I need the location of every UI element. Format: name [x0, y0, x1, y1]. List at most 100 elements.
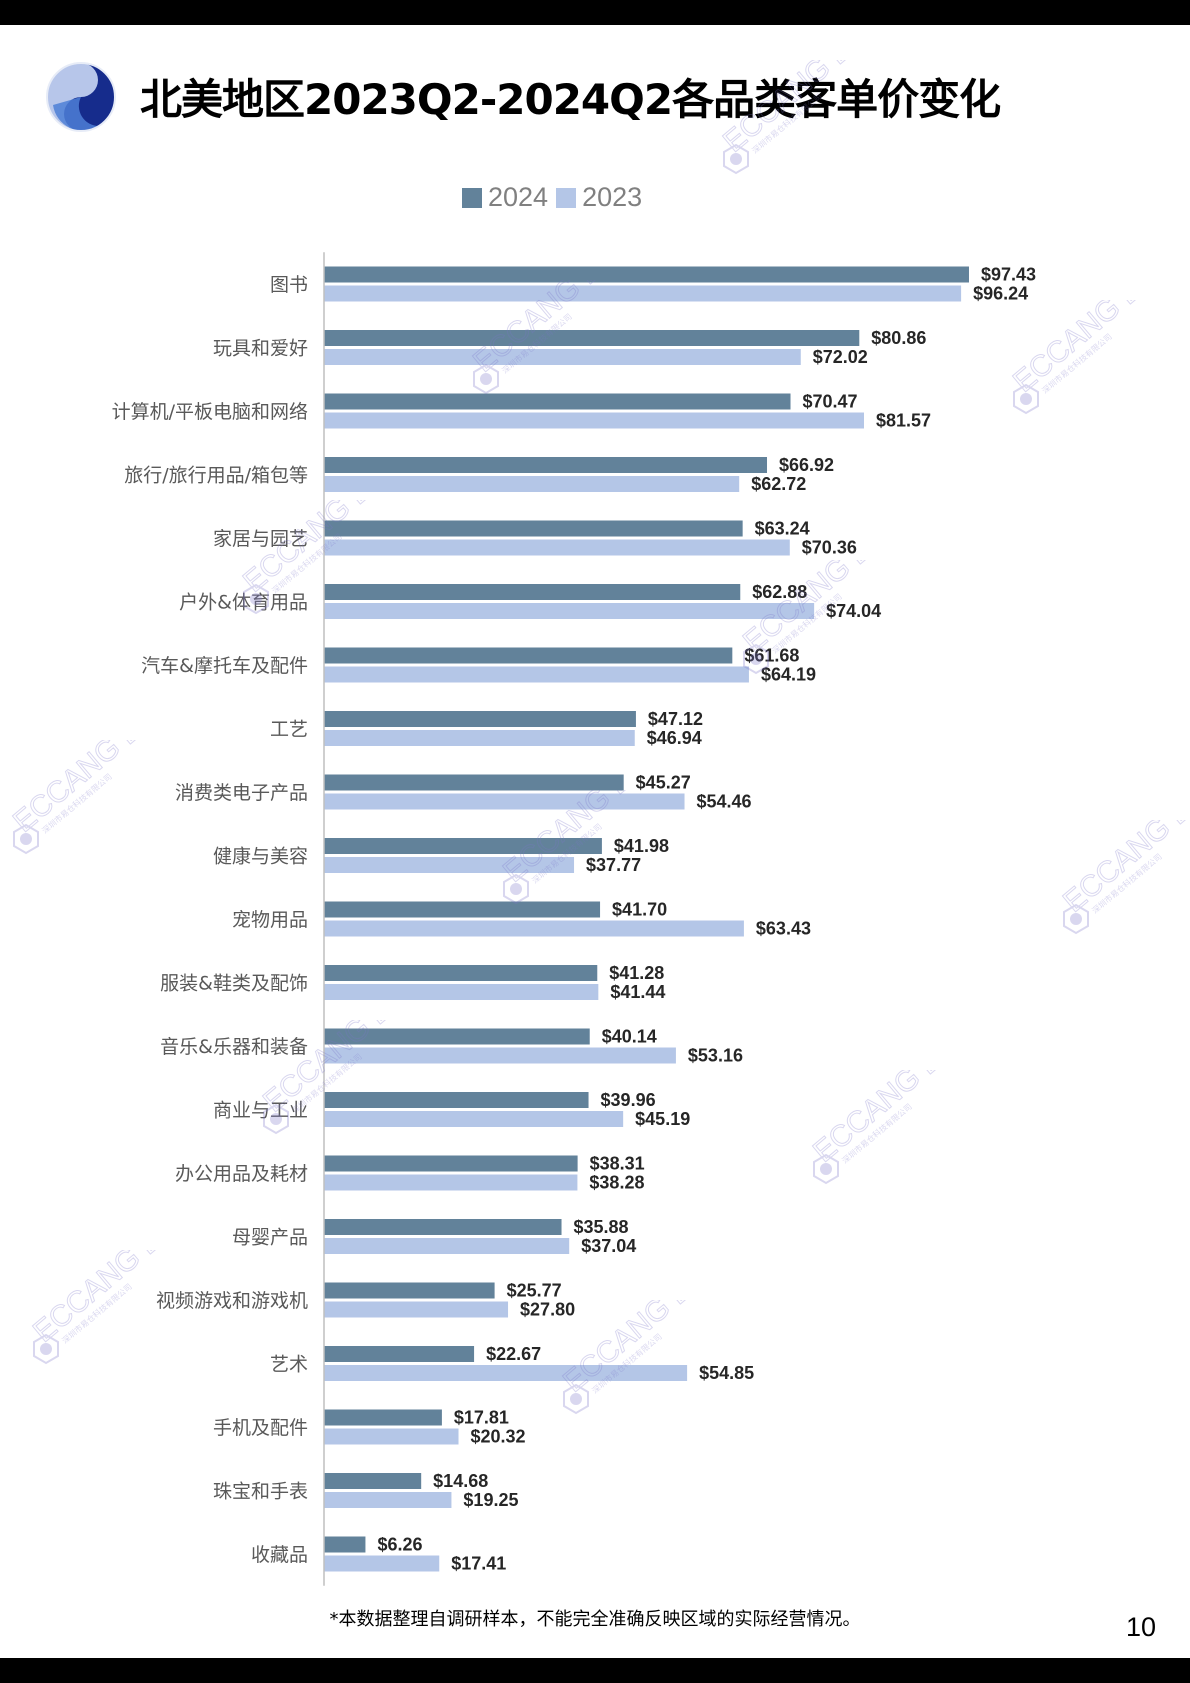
category-label: 汽车&摩托车及配件: [141, 655, 308, 677]
value-label-2023: $54.46: [697, 792, 752, 812]
value-label-2024: $70.47: [803, 392, 858, 412]
value-label-2024: $38.31: [590, 1154, 645, 1174]
bar-2024: [324, 838, 602, 854]
bar-2023: [324, 603, 815, 619]
value-label-2023: $72.02: [813, 347, 868, 367]
legend-item-2023: 2023: [556, 182, 642, 213]
value-label-2023: $20.32: [471, 1427, 526, 1447]
bar-2024: [324, 901, 601, 918]
bar-2023: [324, 349, 801, 365]
value-label-2023: $37.04: [581, 1236, 636, 1256]
value-label-2024: $17.81: [454, 1408, 509, 1428]
bar-2023: [324, 857, 575, 873]
bar-2023: [324, 920, 744, 937]
value-label-2023: $81.57: [876, 411, 931, 431]
bar-2023: [324, 1365, 688, 1381]
category-label: 旅行/旅行用品/箱包等: [124, 465, 308, 487]
page-number: 10: [1125, 1612, 1156, 1642]
value-label-2024: $63.24: [755, 519, 810, 539]
value-label-2023: $96.24: [973, 284, 1028, 304]
bar-2024: [324, 965, 598, 981]
bar-2023: [324, 285, 962, 302]
value-label-2024: $47.12: [648, 709, 703, 729]
bar-2023: [324, 1555, 440, 1572]
bar-2024: [324, 520, 743, 537]
legend-swatch-2023: [556, 187, 577, 208]
page-title: 北美地区2023Q2-2024Q2各品类客单价变化: [140, 75, 1001, 124]
bar-2024: [324, 1155, 578, 1172]
legend-item-2024: 2024: [462, 182, 548, 213]
value-label-2024: $25.77: [507, 1281, 562, 1301]
bar-2023: [324, 1301, 509, 1318]
bar-2023: [324, 412, 864, 429]
value-label-2024: $97.43: [981, 265, 1036, 285]
bar-2023: [324, 1492, 452, 1508]
value-label-2024: $22.67: [486, 1344, 541, 1364]
bar-2023: [324, 1428, 459, 1445]
category-label: 图书: [270, 274, 308, 296]
category-label: 办公用品及耗材: [175, 1163, 308, 1185]
value-label-2023: $53.16: [688, 1046, 743, 1066]
value-label-2024: $62.88: [752, 582, 807, 602]
category-label: 计算机/平板电脑和网络: [112, 401, 308, 423]
value-label-2023: $38.28: [589, 1173, 644, 1193]
bar-2024: [324, 1092, 589, 1108]
legend-label-2023: 2023: [582, 182, 643, 212]
value-label-2023: $19.25: [463, 1490, 518, 1510]
category-label: 户外&体育用品: [179, 592, 308, 614]
bar-2023: [324, 1047, 676, 1064]
category-label: 视频游戏和游戏机: [156, 1290, 308, 1312]
value-label-2024: $41.28: [609, 963, 664, 983]
value-label-2024: $39.96: [601, 1090, 656, 1110]
bar-2024: [324, 1473, 422, 1489]
value-label-2024: $61.68: [744, 646, 799, 666]
category-label: 母婴产品: [232, 1227, 308, 1249]
legend-label-2024: 2024: [488, 182, 549, 212]
category-label: 家居与园艺: [213, 528, 308, 550]
bar-2023: [324, 666, 749, 683]
bar-2024: [324, 393, 791, 410]
category-label: 艺术: [270, 1354, 308, 1376]
category-label: 消费类电子产品: [175, 782, 308, 804]
value-label-2024: $41.70: [612, 900, 667, 920]
category-label: 收藏品: [251, 1544, 308, 1566]
category-label: 珠宝和手表: [213, 1481, 308, 1503]
value-label-2023: $45.19: [635, 1109, 690, 1129]
bar-2024: [324, 1028, 590, 1045]
bar-2024: [324, 1409, 442, 1426]
value-label-2023: $64.19: [761, 665, 816, 685]
bar-2024: [324, 1219, 562, 1235]
bar-2023: [324, 793, 685, 810]
bar-2024: [324, 774, 624, 791]
company-logo: [46, 62, 116, 132]
value-label-2023: $74.04: [826, 601, 881, 621]
value-label-2024: $41.98: [614, 836, 669, 856]
bar-2024: [324, 1536, 366, 1553]
footnote: *本数据整理自调研样本，不能完全准确反映区域的实际经营情况。: [329, 1609, 861, 1630]
legend-swatch-2024: [462, 187, 482, 208]
bar-2024: [324, 266, 969, 283]
top-bar: [0, 0, 1190, 25]
value-label-2023: $63.43: [756, 919, 811, 939]
bar-2023: [324, 1111, 624, 1127]
bar-2024: [324, 584, 741, 600]
bar-2024: [324, 330, 860, 346]
bar-2023: [324, 984, 599, 1000]
category-label: 宠物用品: [232, 909, 308, 931]
value-label-2023: $62.72: [751, 474, 806, 494]
value-label-2023: $37.77: [586, 855, 641, 875]
bar-2023: [324, 730, 635, 746]
value-label-2024: $45.27: [636, 773, 691, 793]
value-label-2024: $40.14: [602, 1027, 657, 1047]
category-label: 商业与工业: [213, 1100, 308, 1122]
value-label-2024: $35.88: [574, 1217, 629, 1237]
bar-2024: [324, 647, 733, 664]
value-label-2023: $41.44: [610, 982, 665, 1002]
value-label-2023: $17.41: [451, 1554, 506, 1574]
category-label: 手机及配件: [213, 1417, 308, 1439]
category-label: 工艺: [270, 719, 308, 741]
category-label: 服装&鞋类及配饰: [160, 973, 308, 995]
category-label: 音乐&乐器和装备: [160, 1036, 308, 1058]
value-label-2024: $6.26: [377, 1535, 422, 1555]
